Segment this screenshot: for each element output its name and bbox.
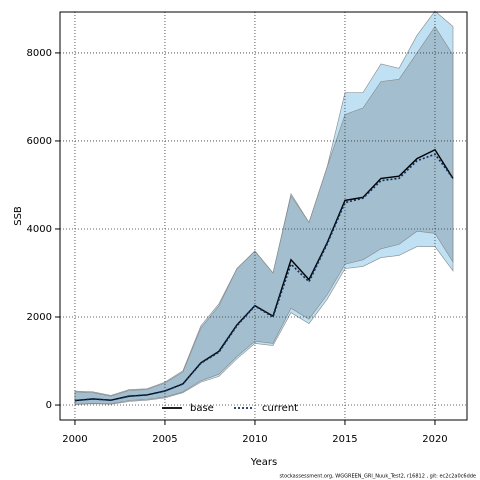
y-tick-label: 0 <box>46 400 52 411</box>
legend-label: base <box>190 403 214 414</box>
series-line <box>74 153 454 402</box>
x-tick-label: 2000 <box>62 434 87 445</box>
y-tick-label: 4000 <box>27 224 52 235</box>
plot-frame <box>59 11 468 421</box>
x-tick-label: 2015 <box>332 434 357 445</box>
x-tick-label: 2005 <box>152 434 177 445</box>
y-tick-label: 8000 <box>27 48 52 59</box>
x-axis-label: Years <box>250 457 277 468</box>
y-axis-label: SSB <box>13 206 24 226</box>
x-tick-label: 2010 <box>242 434 267 445</box>
series-line <box>74 148 454 402</box>
confidence-band <box>74 25 454 405</box>
y-tick-label: 6000 <box>27 136 52 147</box>
y-tick-label: 2000 <box>27 312 52 323</box>
x-tick-label: 2020 <box>422 434 447 445</box>
footnote: stockassessment.org, WGGREEN_GRl_Nuuk_Te… <box>280 474 477 480</box>
legend-label: current <box>262 403 298 414</box>
